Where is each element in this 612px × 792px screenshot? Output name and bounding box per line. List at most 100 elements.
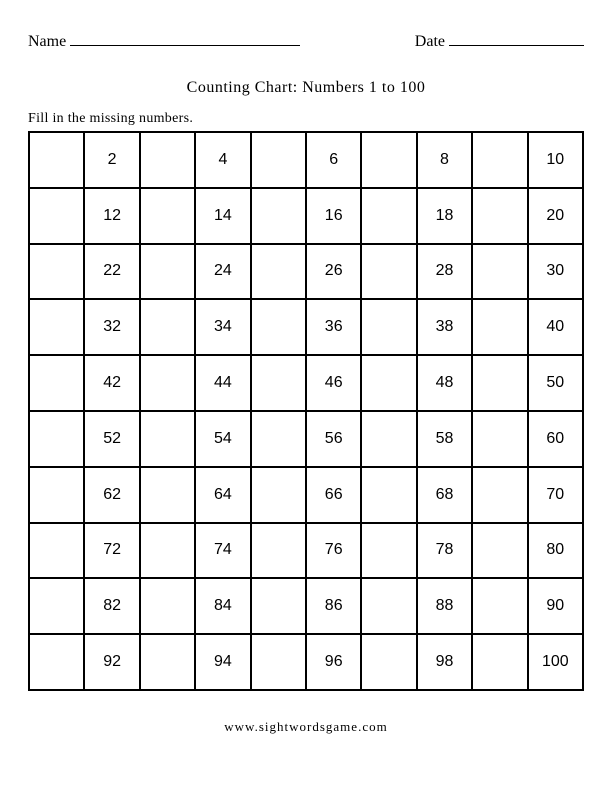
grid-cell[interactable] bbox=[251, 132, 306, 188]
grid-cell[interactable] bbox=[251, 188, 306, 244]
grid-cell[interactable] bbox=[361, 244, 416, 300]
grid-cell[interactable] bbox=[472, 355, 527, 411]
grid-cell: 86 bbox=[306, 578, 361, 634]
grid-cell: 48 bbox=[417, 355, 472, 411]
grid-cell[interactable] bbox=[140, 634, 195, 690]
grid-cell[interactable] bbox=[361, 634, 416, 690]
name-input-line[interactable] bbox=[70, 32, 300, 46]
grid-cell[interactable] bbox=[472, 299, 527, 355]
grid-cell: 52 bbox=[84, 411, 139, 467]
grid-cell[interactable] bbox=[472, 132, 527, 188]
page-title: Counting Chart: Numbers 1 to 100 bbox=[28, 79, 584, 97]
grid-cell: 50 bbox=[528, 355, 583, 411]
instructions-text: Fill in the missing numbers. bbox=[28, 111, 584, 127]
grid-cell: 8 bbox=[417, 132, 472, 188]
grid-cell[interactable] bbox=[472, 411, 527, 467]
grid-cell: 36 bbox=[306, 299, 361, 355]
grid-cell: 78 bbox=[417, 523, 472, 579]
grid-cell[interactable] bbox=[251, 299, 306, 355]
grid-cell[interactable] bbox=[361, 523, 416, 579]
grid-cell: 32 bbox=[84, 299, 139, 355]
date-label: Date bbox=[415, 33, 445, 51]
grid-cell[interactable] bbox=[472, 244, 527, 300]
grid-cell[interactable] bbox=[251, 411, 306, 467]
grid-cell[interactable] bbox=[29, 355, 84, 411]
grid-cell: 94 bbox=[195, 634, 250, 690]
grid-cell[interactable] bbox=[361, 132, 416, 188]
grid-cell: 2 bbox=[84, 132, 139, 188]
grid-cell[interactable] bbox=[29, 411, 84, 467]
grid-cell: 26 bbox=[306, 244, 361, 300]
grid-cell[interactable] bbox=[472, 188, 527, 244]
grid-cell[interactable] bbox=[140, 523, 195, 579]
grid-cell[interactable] bbox=[361, 578, 416, 634]
grid-cell[interactable] bbox=[29, 132, 84, 188]
grid-cell: 96 bbox=[306, 634, 361, 690]
grid-cell: 72 bbox=[84, 523, 139, 579]
grid-cell[interactable] bbox=[251, 467, 306, 523]
grid-cell: 40 bbox=[528, 299, 583, 355]
grid-cell[interactable] bbox=[29, 578, 84, 634]
name-label: Name bbox=[28, 33, 66, 51]
grid-cell[interactable] bbox=[251, 523, 306, 579]
grid-cell[interactable] bbox=[361, 188, 416, 244]
grid-cell: 18 bbox=[417, 188, 472, 244]
grid-cell: 70 bbox=[528, 467, 583, 523]
counting-grid: 2468101214161820222426283032343638404244… bbox=[28, 131, 584, 691]
grid-cell: 24 bbox=[195, 244, 250, 300]
header-row: Name Date bbox=[28, 32, 584, 51]
grid-cell[interactable] bbox=[361, 411, 416, 467]
grid-cell[interactable] bbox=[472, 523, 527, 579]
grid-cell: 80 bbox=[528, 523, 583, 579]
grid-cell: 76 bbox=[306, 523, 361, 579]
grid-cell: 62 bbox=[84, 467, 139, 523]
grid-cell[interactable] bbox=[29, 634, 84, 690]
grid-cell[interactable] bbox=[140, 299, 195, 355]
grid-cell[interactable] bbox=[251, 634, 306, 690]
grid-cell: 16 bbox=[306, 188, 361, 244]
grid-cell[interactable] bbox=[140, 132, 195, 188]
grid-cell: 10 bbox=[528, 132, 583, 188]
grid-cell[interactable] bbox=[472, 634, 527, 690]
grid-cell: 98 bbox=[417, 634, 472, 690]
grid-cell[interactable] bbox=[29, 299, 84, 355]
grid-cell[interactable] bbox=[140, 355, 195, 411]
grid-cell[interactable] bbox=[472, 467, 527, 523]
grid-cell: 46 bbox=[306, 355, 361, 411]
grid-cell[interactable] bbox=[361, 355, 416, 411]
grid-cell[interactable] bbox=[29, 467, 84, 523]
grid-cell: 34 bbox=[195, 299, 250, 355]
grid-cell[interactable] bbox=[140, 244, 195, 300]
date-field-group: Date bbox=[415, 32, 584, 51]
grid-cell: 12 bbox=[84, 188, 139, 244]
grid-cell: 20 bbox=[528, 188, 583, 244]
grid-cell: 44 bbox=[195, 355, 250, 411]
grid-cell[interactable] bbox=[29, 188, 84, 244]
grid-cell[interactable] bbox=[361, 299, 416, 355]
grid-cell: 58 bbox=[417, 411, 472, 467]
grid-cell[interactable] bbox=[472, 578, 527, 634]
grid-cell: 68 bbox=[417, 467, 472, 523]
grid-cell: 88 bbox=[417, 578, 472, 634]
grid-cell[interactable] bbox=[361, 467, 416, 523]
grid-cell: 60 bbox=[528, 411, 583, 467]
grid-cell[interactable] bbox=[251, 355, 306, 411]
date-input-line[interactable] bbox=[449, 32, 584, 46]
grid-cell: 64 bbox=[195, 467, 250, 523]
grid-cell[interactable] bbox=[140, 578, 195, 634]
grid-cell: 100 bbox=[528, 634, 583, 690]
grid-cell[interactable] bbox=[140, 411, 195, 467]
grid-cell[interactable] bbox=[140, 467, 195, 523]
grid-cell[interactable] bbox=[29, 523, 84, 579]
grid-cell[interactable] bbox=[140, 188, 195, 244]
grid-cell[interactable] bbox=[251, 244, 306, 300]
grid-cell: 22 bbox=[84, 244, 139, 300]
grid-cell: 90 bbox=[528, 578, 583, 634]
grid-cell: 42 bbox=[84, 355, 139, 411]
grid-cell: 84 bbox=[195, 578, 250, 634]
grid-cell[interactable] bbox=[29, 244, 84, 300]
grid-cell: 28 bbox=[417, 244, 472, 300]
grid-cell: 4 bbox=[195, 132, 250, 188]
grid-cell: 56 bbox=[306, 411, 361, 467]
grid-cell[interactable] bbox=[251, 578, 306, 634]
